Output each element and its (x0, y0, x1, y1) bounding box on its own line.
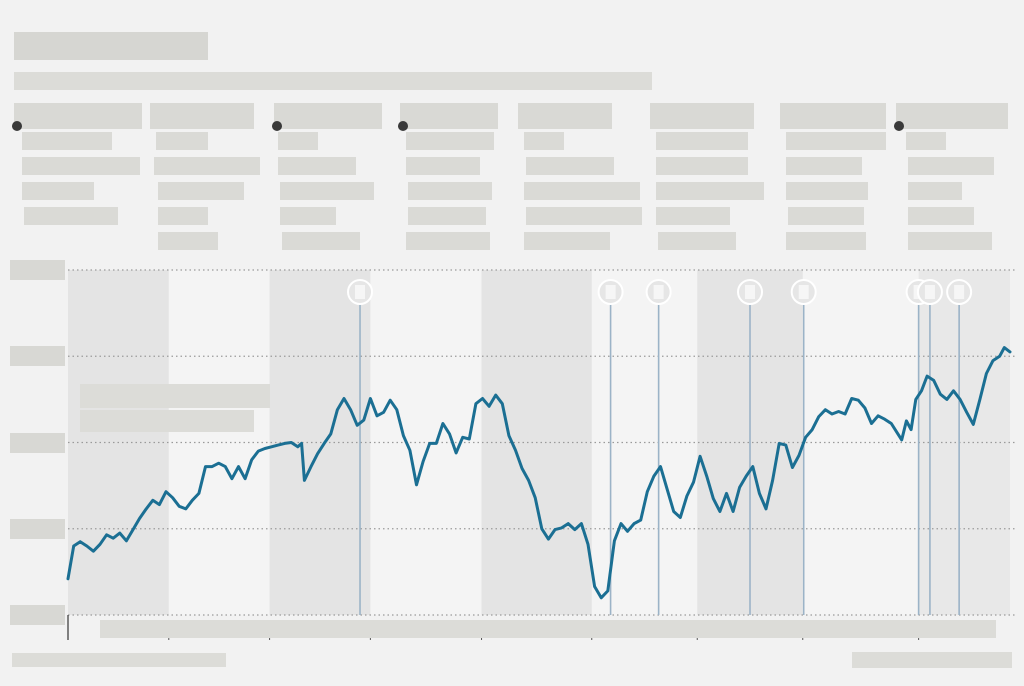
series-line-1 (66, 346, 1012, 600)
annotation-line-2-3 (158, 182, 244, 200)
y-tick-label-3 (10, 346, 65, 367)
annotation-line-3-1 (278, 132, 318, 150)
annotation-line-5-3 (524, 182, 640, 200)
annotation-line-4-2 (406, 157, 480, 175)
annotation-line-2-4 (158, 207, 208, 225)
annotation-line-3-5 (282, 232, 360, 250)
annotation-line-2-1 (156, 132, 208, 150)
y-tick-label-2 (10, 432, 65, 453)
annotation-line-7-4 (788, 207, 864, 225)
event-marker-label-7 (924, 285, 935, 299)
annotation-heading-4 (398, 103, 498, 131)
annotation-line-4-4 (408, 207, 486, 225)
annotation-line-1-3 (22, 182, 94, 200)
page-title (14, 32, 208, 60)
annotation-line-5-5 (524, 232, 610, 250)
y-tick-label-1 (10, 518, 65, 539)
annotation-line-2-5 (158, 232, 218, 250)
annotation-line-3-3 (280, 182, 374, 200)
bullet-icon (894, 121, 904, 131)
annotation-line-7-1 (786, 132, 886, 150)
bullet-icon (272, 121, 282, 131)
annotation-line-5-1 (524, 132, 564, 150)
annotation-line-1-4 (24, 207, 118, 225)
annotation-line-4-3 (408, 182, 492, 200)
annotation-line-3-4 (280, 207, 336, 225)
page-subtitle (14, 72, 652, 90)
series-annotation-line-2 (80, 410, 254, 432)
annotation-heading-5 (518, 103, 612, 129)
annotation-line-8-4 (908, 207, 974, 225)
annotation-heading-7 (780, 103, 886, 129)
x-axis-labels (100, 620, 996, 638)
annotation-heading-2 (150, 103, 254, 129)
annotation-line-4-1 (406, 132, 494, 150)
annotation-line-7-2 (786, 157, 862, 175)
annotation-line-7-3 (786, 182, 868, 200)
annotation-line-3-2 (278, 157, 356, 175)
annotation-line-8-2 (908, 157, 994, 175)
event-marker-label-2 (605, 285, 616, 299)
event-marker-label-5 (798, 285, 809, 299)
annotation-line-6-1 (656, 132, 748, 150)
credit-note (852, 652, 1012, 668)
source-note (12, 653, 226, 667)
event-marker-label-4 (745, 285, 756, 299)
y-tick-label-0 (10, 605, 65, 625)
event-marker-label-3 (653, 285, 664, 299)
event-marker-label-1 (355, 285, 366, 299)
annotation-line-1-1 (22, 132, 112, 150)
annotation-line-1-2 (22, 157, 140, 175)
bullet-icon (398, 121, 408, 131)
annotation-line-6-5 (658, 232, 736, 250)
annotation-line-5-2 (526, 157, 614, 175)
annotation-line-6-4 (656, 207, 730, 225)
annotation-line-6-2 (656, 157, 748, 175)
annotation-line-8-3 (908, 182, 962, 200)
annotation-line-8-5 (908, 232, 992, 250)
annotation-heading-6 (650, 103, 754, 129)
annotation-heading-1 (12, 103, 142, 131)
annotation-heading-8 (894, 103, 1008, 131)
bullet-icon (12, 121, 22, 131)
annotation-line-6-3 (656, 182, 764, 200)
annotation-heading-3 (272, 103, 382, 131)
annotation-line-5-4 (526, 207, 642, 225)
y-tick-label-4 (10, 260, 65, 280)
event-marker-label-8 (954, 285, 965, 299)
annotation-line-8-1 (906, 132, 946, 150)
annotation-line-4-5 (406, 232, 490, 250)
annotation-line-2-2 (154, 157, 260, 175)
annotation-line-7-5 (786, 232, 866, 250)
series-annotation-line-1 (80, 384, 270, 408)
